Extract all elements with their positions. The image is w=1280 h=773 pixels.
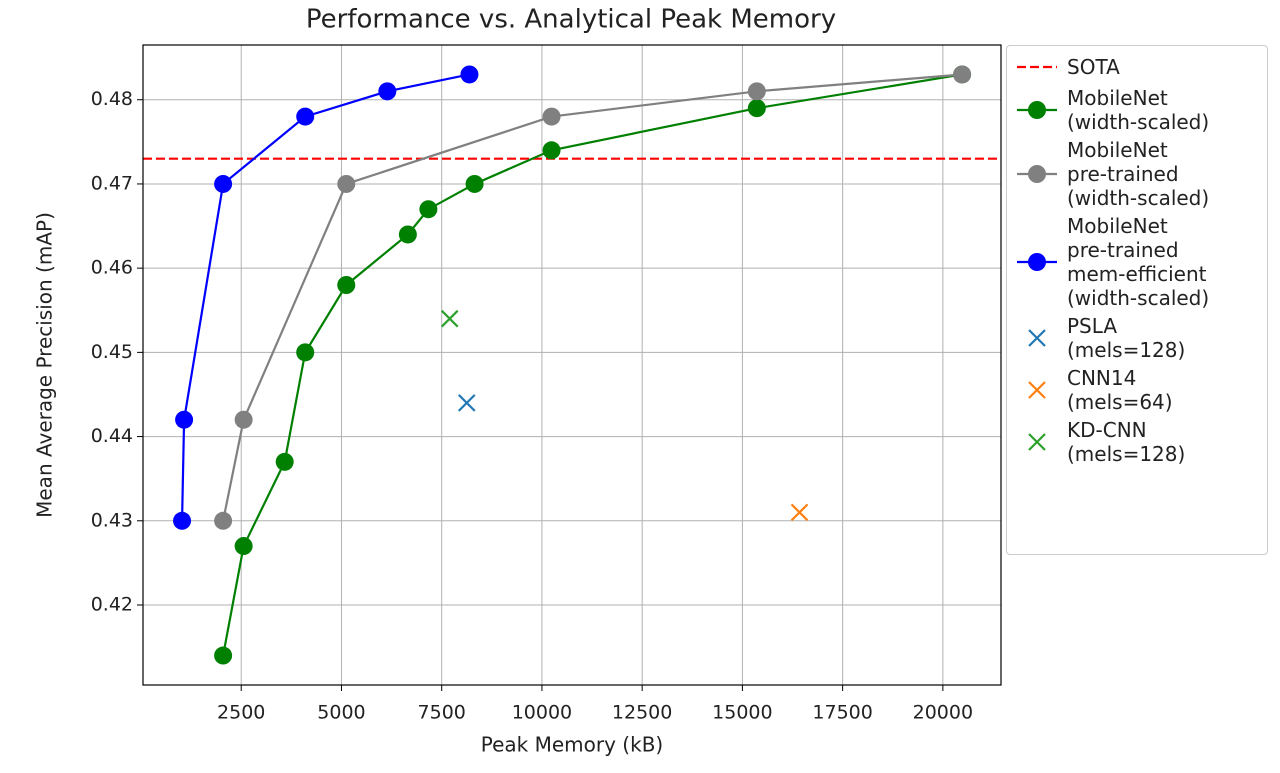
x-tick-label: 12500 (612, 702, 672, 724)
point (337, 276, 356, 294)
point (460, 65, 479, 84)
legend-swatch (1017, 65, 1057, 69)
y-tick-label: 0.44 (91, 425, 133, 447)
legend: SOTA MobileNet (width-scaled) MobileNet pr… (1006, 45, 1268, 555)
legend-label: SOTA (1067, 55, 1120, 79)
legend-swatch (1017, 101, 1057, 119)
point (465, 174, 484, 193)
legend-marker (1028, 253, 1046, 271)
chart-title: Performance vs. Analytical Peak Memory (306, 5, 836, 35)
x-tick-label: 15000 (712, 702, 772, 724)
legend-swatch (1028, 329, 1046, 347)
legend-swatch (1017, 253, 1057, 271)
point (214, 511, 233, 530)
x-marker-stroke (790, 503, 809, 522)
point (296, 343, 315, 362)
x-marker-stroke (1028, 433, 1046, 451)
y-tick-label: 0.43 (91, 509, 133, 531)
point (378, 82, 397, 101)
legend-swatch (1017, 165, 1057, 183)
point (419, 200, 438, 219)
legend-entry: PSLA (mels=128) (1007, 314, 1267, 362)
legend-label: MobileNet pre-trained (width-scaled) (1067, 138, 1210, 210)
legend-marker (1028, 165, 1046, 183)
x-tick-label: 10000 (512, 702, 572, 724)
legend-label: PSLA (mels=128) (1067, 314, 1186, 362)
series-line (222, 73, 963, 522)
legend-swatch (1028, 381, 1046, 399)
point (747, 99, 766, 118)
point (214, 646, 233, 665)
legend-label: KD-CNN (mels=128) (1067, 418, 1186, 466)
legend-swatch (1028, 433, 1046, 451)
legend-label: MobileNet (width-scaled) (1067, 86, 1210, 134)
x-marker (790, 503, 809, 522)
legend-marker (1028, 101, 1046, 119)
point (296, 107, 315, 126)
x-marker (440, 309, 459, 328)
x-axis-label: Peak Memory (kB) (481, 733, 663, 757)
legend-entry: CNN14 (mels=64) (1007, 366, 1267, 414)
point (953, 65, 972, 84)
legend-entry: MobileNet pre-trained (width-scaled) (1007, 138, 1267, 210)
legend-label: MobileNet pre-trained mem-efficient (wid… (1067, 214, 1210, 310)
point (175, 410, 194, 429)
x-marker (1028, 433, 1046, 451)
y-tick-label: 0.45 (91, 341, 133, 363)
x-marker-stroke (440, 309, 459, 328)
point (337, 174, 356, 193)
point (234, 537, 253, 556)
legend-label: CNN14 (mels=64) (1067, 366, 1173, 414)
chart: Performance vs. Analytical Peak Memory P… (33, 5, 1002, 757)
series-line (222, 73, 963, 656)
x-tick-label: 7500 (418, 702, 466, 724)
point (747, 82, 766, 101)
y-tick-label: 0.46 (91, 257, 133, 279)
y-tick-label: 0.48 (91, 88, 133, 110)
legend-entry: MobileNet pre-trained mem-efficient (wid… (1007, 214, 1267, 310)
x-tick-label: 5000 (317, 702, 365, 724)
point (214, 174, 233, 193)
point (234, 410, 253, 429)
x-tick-label: 2500 (217, 702, 265, 724)
point (173, 511, 192, 530)
legend-entry: KD-CNN (mels=128) (1007, 418, 1267, 466)
point (542, 107, 561, 126)
legend-entry: SOTA (1007, 52, 1267, 82)
x-marker (457, 394, 476, 412)
y-tick-label: 0.47 (91, 172, 133, 194)
x-marker-stroke (1028, 381, 1046, 399)
x-tick-label: 20000 (913, 702, 973, 724)
y-tick-label: 0.42 (91, 594, 133, 616)
series-line (180, 73, 470, 521)
x-tick-label: 17500 (812, 702, 872, 724)
point (398, 225, 417, 244)
y-axis-label: Mean Average Precision (mAP) (33, 212, 57, 518)
x-marker (1028, 381, 1046, 399)
x-marker-stroke (457, 394, 476, 412)
legend-entry: MobileNet (width-scaled) (1007, 86, 1267, 134)
point (542, 141, 561, 160)
x-marker (1028, 329, 1046, 347)
x-marker-stroke (1028, 329, 1046, 347)
plot-frame (142, 44, 1002, 686)
point (275, 452, 294, 471)
